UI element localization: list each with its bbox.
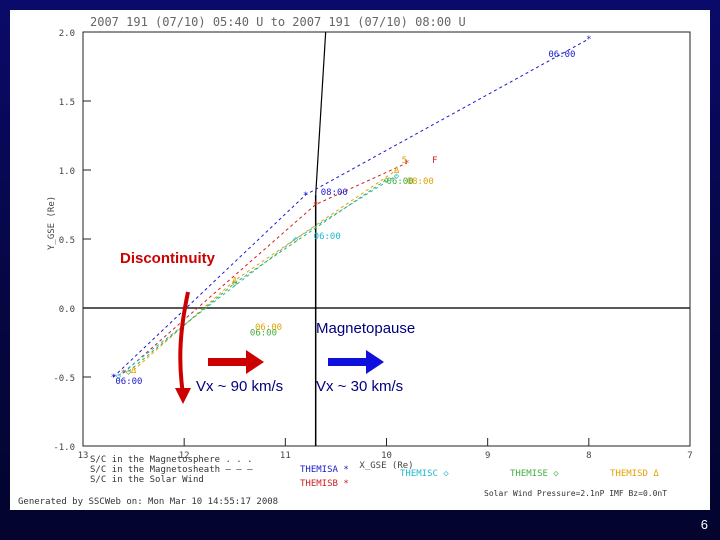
chart-title: 2007 191 (07/10) 05:40 U to 2007 191 (07… — [90, 15, 466, 29]
orbit-point: Δ — [232, 276, 238, 286]
orbit-series-line — [113, 38, 590, 378]
x-tick-label: 9 — [485, 451, 490, 461]
time-label: 06:00 — [548, 50, 575, 60]
orbit-point: * — [111, 373, 116, 383]
legend-entry: THEMISA * — [300, 465, 349, 475]
orbit-point: Δ — [394, 166, 400, 176]
orbit-series-line — [133, 169, 397, 371]
orbit-point: ◇ — [384, 176, 390, 186]
y-tick-label: -0.5 — [53, 374, 75, 384]
time-label: 06:00 — [314, 232, 341, 242]
time-label: 5 — [402, 156, 407, 166]
time-label: 08:00 — [321, 188, 348, 198]
orbit-series-line — [128, 179, 387, 372]
time-label: F — [432, 156, 437, 166]
orbit-point: ◇ — [394, 172, 400, 182]
y-axis-label: Y_GSE (Re) — [47, 196, 57, 250]
discontinuity-arrow — [178, 291, 190, 395]
orbit-point: ◇ — [232, 279, 238, 289]
time-label: 06:00 — [115, 377, 142, 387]
y-tick-label: 1.0 — [59, 167, 75, 177]
orbit-point: Δ — [131, 366, 137, 376]
vx-right-arrow-head — [366, 350, 384, 374]
chart-frame: 2007 191 (07/10) 05:40 U to 2007 191 (07… — [10, 10, 710, 510]
orbit-point: ◇ — [116, 372, 122, 382]
discontinuity-label: Discontinuity — [120, 250, 216, 267]
y-tick-label: 0.5 — [59, 236, 75, 246]
x-tick-label: 7 — [687, 451, 692, 461]
orbit-point: * — [121, 369, 126, 379]
time-label: 06:00 — [250, 329, 277, 339]
x-axis-label: X_GSE (Re) — [359, 461, 413, 471]
orbit-plot: 2007 191 (07/10) 05:40 U to 2007 191 (07… — [18, 15, 693, 507]
legend-entry: THEMISD Δ — [610, 469, 659, 479]
footer-generated: Generated by SSCWeb on: Mon Mar 10 14:55… — [18, 497, 278, 507]
orbit-series-line — [118, 175, 397, 377]
magnetopause-label: Magnetopause — [316, 320, 416, 337]
vx-left-label: Vx ~ 90 km/s — [196, 378, 284, 395]
x-tick-label: 10 — [381, 451, 392, 461]
y-tick-label: -1.0 — [53, 443, 75, 453]
discontinuity-arrow-head — [175, 388, 191, 404]
magnetosphere-boundary-line — [315, 31, 327, 195]
orbit-point: * — [303, 191, 308, 201]
footer-solar-wind: Solar Wind Pressure=2.1nP IMF Bz=0.0nT — [484, 489, 667, 498]
legend-entry: THEMISB * — [300, 479, 349, 489]
legend-line: S/C in the Magnetosheath — — — — [90, 465, 253, 475]
vx-left-arrow-shaft — [208, 358, 246, 366]
orbit-point: * — [586, 35, 591, 45]
x-tick-label: 8 — [586, 451, 591, 461]
legend-entry: THEMISC ◇ — [400, 469, 449, 479]
vx-right-arrow-shaft — [328, 358, 366, 366]
time-label: 06:00 — [255, 323, 282, 333]
legend-line: S/C in the Magnetosphere . . . — [90, 455, 253, 465]
orbit-point: ◇ — [126, 367, 132, 377]
x-tick-label: 13 — [78, 451, 89, 461]
y-tick-label: 1.5 — [59, 98, 75, 108]
y-tick-label: 0.0 — [59, 305, 75, 315]
legend-entry: THEMISE ◇ — [510, 469, 559, 479]
page-number: 6 — [700, 517, 708, 532]
vx-right-label: Vx ~ 30 km/s — [316, 378, 404, 395]
time-label: 06:00 — [387, 177, 414, 187]
orbit-point: * — [404, 159, 409, 169]
legend-line: S/C in the Solar Wind — [90, 475, 204, 485]
orbit-point: ◇ — [293, 235, 299, 245]
x-tick-label: 12 — [179, 451, 190, 461]
orbit-point: * — [313, 201, 318, 211]
time-label: 08:00 — [407, 177, 434, 187]
x-tick-label: 11 — [280, 451, 291, 461]
vx-left-arrow-head — [246, 350, 264, 374]
orbit-series-line — [123, 162, 407, 374]
y-tick-label: 2.0 — [59, 29, 75, 39]
